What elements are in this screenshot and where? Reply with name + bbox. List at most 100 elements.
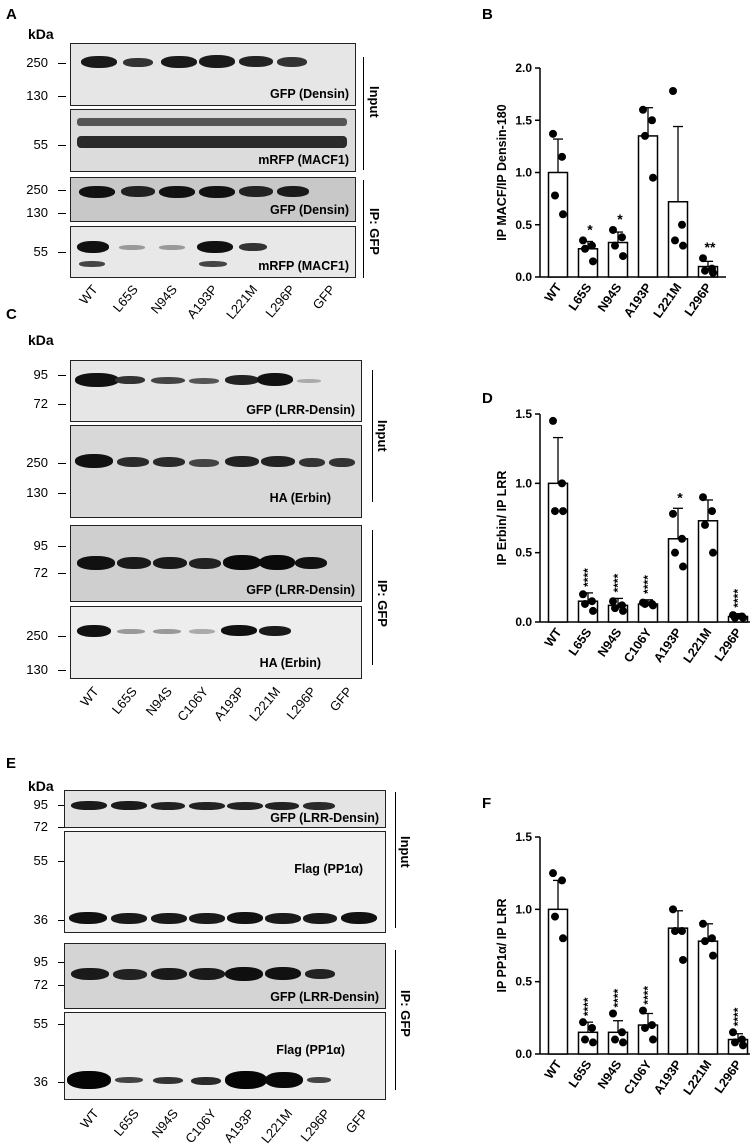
- data-point: [639, 105, 647, 114]
- input-label: Input: [367, 86, 382, 118]
- y-tick-label: 0.0: [515, 270, 532, 284]
- significance-label: ****: [641, 986, 655, 1005]
- marker-label: 72: [33, 565, 48, 580]
- marker-label: 130: [26, 485, 48, 500]
- data-point: [619, 606, 627, 615]
- lane-label: A193P: [183, 282, 221, 322]
- data-point: [551, 191, 559, 200]
- y-tick-label: 1.0: [515, 476, 532, 490]
- y-tick-label: 0.5: [515, 546, 532, 560]
- lane-label: WT: [77, 684, 102, 710]
- y-axis-label: IP MACF/IP Densin-180: [495, 104, 509, 240]
- data-point: [549, 129, 557, 138]
- lane-label: L296P: [283, 684, 320, 723]
- y-tick-label: 2.0: [515, 61, 532, 75]
- marker-label: 250: [26, 182, 48, 197]
- data-point: [709, 548, 717, 557]
- data-point: [551, 912, 559, 921]
- data-point: [589, 606, 597, 615]
- data-point: [739, 1041, 747, 1050]
- x-tick-label: WT: [542, 280, 565, 304]
- data-point: [699, 493, 707, 502]
- chart-f: 0.0 0.5 1.0 1.5 IP PP1α/ IP LRR WT **** L65S ***…: [495, 830, 750, 1098]
- blot-strip: GFP (LRR-Densin): [64, 943, 386, 1009]
- x-tick-label: L296P: [712, 1058, 745, 1096]
- chart-d: 0.00.51.01.5IP Erbin/ IP LRRWT****L65S**…: [495, 407, 750, 666]
- panel-label-d: D: [482, 390, 493, 407]
- data-point: [618, 233, 626, 242]
- marker-label: 55: [33, 137, 48, 152]
- bar: [667, 927, 689, 1055]
- lane-label: L65S: [110, 1106, 142, 1139]
- data-point: [669, 86, 677, 95]
- data-point: [639, 1006, 647, 1015]
- x-tick-label: C106Y: [621, 625, 655, 665]
- lane-label: GFP: [342, 1106, 372, 1137]
- data-point: [671, 236, 679, 245]
- protein-label: GFP (LRR-Densin): [246, 583, 355, 597]
- y-tick-label: 1.0: [515, 166, 532, 180]
- blot-strip: mRFP (MACF1): [70, 226, 356, 278]
- x-tick-label: L296P: [712, 626, 745, 664]
- lane-label: L296P: [297, 1106, 334, 1145]
- data-point: [649, 1035, 657, 1044]
- kda-label: kDa: [28, 778, 54, 794]
- bar: [547, 908, 569, 1055]
- data-point: [579, 590, 587, 599]
- protein-label: GFP (Densin): [270, 87, 349, 101]
- x-tick-label: WT: [542, 1057, 565, 1081]
- data-point: [581, 599, 589, 608]
- data-point: [549, 416, 557, 425]
- marker-label: 55: [33, 244, 48, 259]
- data-point: [648, 116, 656, 125]
- y-tick-label: 1.0: [515, 902, 532, 916]
- protein-label: Flag (PP1α): [276, 1043, 345, 1057]
- panel-label-a: A: [6, 6, 17, 23]
- data-point: [579, 1018, 587, 1027]
- blot-strip: HA (Erbin): [70, 606, 362, 679]
- data-point: [679, 562, 687, 571]
- data-point: [558, 479, 566, 488]
- significance-label: ****: [641, 575, 655, 594]
- data-point: [678, 534, 686, 543]
- marker-label: 55: [33, 853, 48, 868]
- data-point: [558, 876, 566, 885]
- marker-label: 36: [33, 1074, 48, 1089]
- lane-label: N94S: [143, 684, 176, 719]
- data-point: [619, 252, 627, 261]
- data-point: [739, 613, 747, 622]
- data-point: [708, 934, 716, 943]
- protein-label: GFP (LRR-Densin): [270, 811, 379, 825]
- data-point: [588, 1023, 596, 1032]
- significance-label: *: [587, 221, 593, 237]
- data-point: [549, 869, 557, 878]
- significance-label: **: [705, 239, 716, 255]
- panel-label-e: E: [6, 755, 17, 772]
- bar: [547, 171, 569, 278]
- data-point: [609, 225, 617, 234]
- ip-gfp-label: IP: GFP: [375, 580, 390, 627]
- protein-label: HA (Erbin): [259, 656, 321, 670]
- marker-label: 72: [33, 977, 48, 992]
- panel-label-c: C: [6, 306, 17, 323]
- x-tick-label: A193P: [621, 281, 654, 320]
- lane-label: L296P: [262, 282, 299, 321]
- x-tick-label: A193P: [651, 626, 684, 665]
- kda-label: kDa: [28, 26, 54, 42]
- lane-label: GFP: [309, 282, 339, 313]
- x-tick-label: N94S: [595, 281, 624, 315]
- data-point: [671, 548, 679, 557]
- significance-label: ****: [581, 568, 595, 587]
- marker-label: 72: [33, 819, 48, 834]
- data-point: [731, 613, 739, 622]
- lane-label: N94S: [149, 1106, 182, 1141]
- bar: [637, 135, 659, 278]
- marker-label: 250: [26, 628, 48, 643]
- x-tick-label: WT: [542, 625, 565, 649]
- x-tick-label: L221M: [681, 626, 715, 666]
- x-tick-label: L221M: [681, 1058, 715, 1098]
- lane-label: C106Y: [182, 1106, 220, 1146]
- data-point: [729, 1028, 737, 1037]
- y-tick-label: 1.5: [515, 830, 532, 844]
- significance-label: *: [677, 489, 683, 505]
